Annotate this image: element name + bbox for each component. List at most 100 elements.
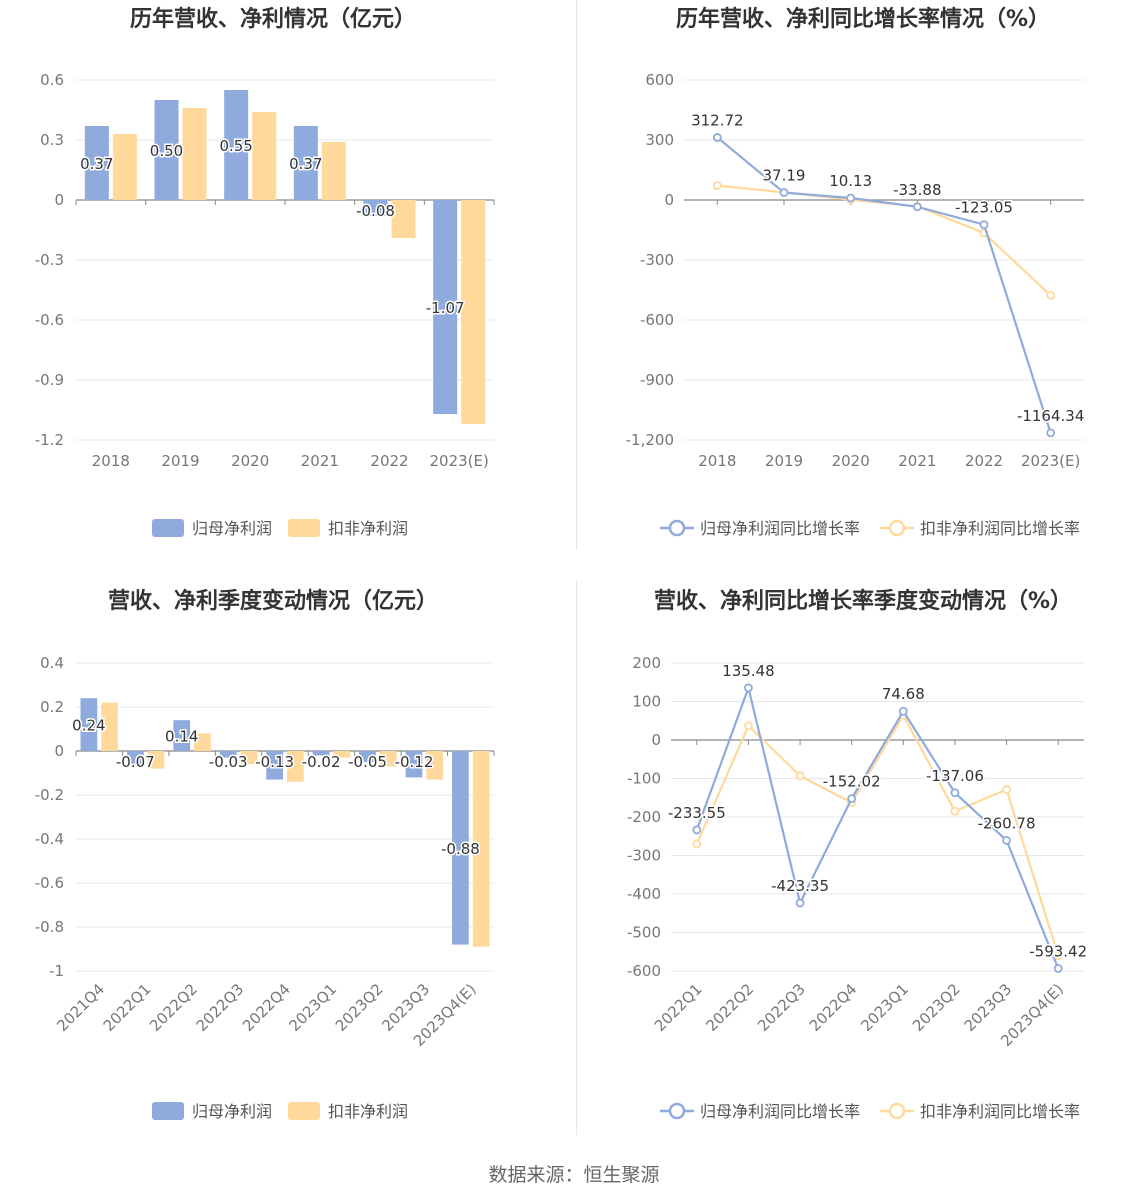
x-category-label: 2018	[92, 452, 130, 470]
bar-deducted-net-profit	[426, 751, 444, 780]
y-tick-label: -300	[627, 847, 661, 865]
bar-parent-net-profit	[224, 90, 249, 200]
bar-parent-net-profit	[266, 751, 283, 780]
parent-growth-point	[1002, 836, 1011, 845]
y-tick-label: -100	[627, 770, 661, 788]
x-category-label: 2022Q3	[754, 980, 809, 1035]
line-data-label: -137.06	[926, 767, 984, 785]
x-category-label: 2022Q3	[193, 980, 248, 1035]
y-tick-label: -0.9	[35, 371, 64, 389]
x-category-label: 2020	[832, 452, 870, 470]
parent-growth-point	[744, 683, 753, 693]
panel-annual-profit: 历年营收、净利情况（亿元） 0.6 0.3 0 -0.3 -0.6 -0.9 -1.2 2018…	[0, 0, 574, 560]
parent-growth-point	[950, 788, 960, 798]
y-tick-label: -600	[640, 311, 674, 329]
parent-growth-point	[1046, 428, 1056, 438]
bar-deducted-net-profit	[333, 751, 351, 758]
line-data-label: 74.68	[882, 685, 925, 703]
parent-growth-line	[716, 136, 1052, 434]
deducted-growth-point	[692, 839, 702, 849]
y-tick-label: -1,200	[626, 431, 674, 449]
annual-profit-bar-chart: 历年营收、净利情况（亿元） 0.6 0.3 0 -0.3 -0.6 -0.9 -1.2 2018…	[35, 6, 495, 538]
bar-deducted-net-profit	[391, 200, 416, 238]
bar-parent-net-profit	[154, 100, 179, 200]
legend-label: 归母净利润同比增长率	[700, 519, 860, 538]
y-tick-label: 0.3	[40, 131, 64, 149]
y-tick-label: -0.2	[35, 786, 64, 804]
bar-deducted-net-profit	[101, 702, 118, 751]
x-category-label: 2019	[161, 452, 199, 470]
bar-parent-net-profit	[359, 751, 376, 762]
parent-growth-point	[712, 133, 722, 142]
deducted-growth-point	[712, 181, 722, 191]
y-tick-label: 0	[664, 191, 674, 209]
legend-label: 扣非净利润	[328, 519, 408, 538]
y-tick-label: 0.2	[40, 698, 64, 716]
legend-label: 归母净利润同比增长率	[700, 1102, 860, 1121]
bar-parent-net-profit	[452, 751, 469, 945]
legend-marker-swatch	[668, 519, 686, 537]
bar-parent-net-profit	[80, 698, 98, 751]
line-data-label: -33.88	[893, 181, 941, 199]
legend-label: 扣非净利润同比增长率	[920, 1102, 1080, 1121]
y-tick-label: -900	[640, 371, 674, 389]
bar-deducted-net-profit	[112, 134, 137, 200]
line-data-label: -123.05	[955, 199, 1013, 217]
y-tick-label: -0.6	[35, 874, 64, 892]
legend-label: 扣非净利润	[328, 1102, 408, 1121]
bar-parent-net-profit	[405, 751, 423, 778]
parent-growth-point	[912, 202, 922, 212]
x-category-label: 2022Q4	[806, 980, 861, 1035]
x-category-label: 2022Q2	[702, 980, 757, 1035]
vertical-divider-top	[576, 0, 577, 550]
y-tick-label: -1.2	[35, 431, 64, 449]
line-data-label: -233.55	[668, 804, 726, 822]
line-data-label: -260.78	[978, 814, 1036, 832]
x-category-label: 2022	[370, 452, 408, 470]
y-tick-label: -500	[627, 924, 661, 942]
panel-quarterly-profit: 营收、净利季度变动情况（亿元） 0.4 0.2 0 -0.2 -0.4 -0.6 -0.8 -1…	[0, 580, 574, 1140]
annual-growth-line-chart: 历年营收、净利同比增长率情况（%） 600 300 0 -300 -600 -900 -1,2…	[626, 6, 1086, 538]
bar-data-label: -0.03	[209, 753, 248, 771]
x-category-label: 2023(E)	[1021, 452, 1080, 470]
bar-data-label: -0.05	[348, 753, 387, 771]
bar-data-label: -0.88	[441, 840, 480, 858]
bar-parent-net-profit	[173, 720, 191, 751]
quarterly-growth-line-chart: 营收、净利同比增长率季度变动情况（%） 200 100 0 -100 -200 -300 -4…	[627, 588, 1089, 1121]
y-tick-label: -200	[627, 808, 661, 826]
parent-growth-point	[898, 706, 908, 716]
line-data-label: -423.35	[771, 877, 829, 895]
x-category-label: 2023Q1	[285, 980, 340, 1035]
bar-parent-net-profit	[126, 751, 144, 767]
bar-data-label: -0.13	[255, 753, 294, 771]
vertical-divider-bottom	[576, 580, 577, 1135]
deducted-growth-point	[744, 721, 753, 731]
x-category-label: 2018	[698, 452, 736, 470]
parent-growth-point	[847, 794, 857, 803]
deducted-growth-line	[695, 713, 1060, 956]
x-category-label: 2023Q2	[332, 980, 387, 1035]
x-category-label: 2023Q2	[909, 980, 964, 1035]
bar-data-label: -0.07	[116, 753, 155, 771]
panel-quarterly-growth: 营收、净利同比增长率季度变动情况（%） 200 100 0 -100 -200 -300 -4…	[578, 580, 1148, 1140]
parent-growth-point	[1053, 964, 1063, 973]
parent-growth-line	[695, 684, 1060, 969]
x-category-label: 2021	[898, 452, 936, 470]
bar-deducted-net-profit	[472, 751, 490, 947]
deducted-growth-point	[1002, 785, 1011, 795]
x-category-label: 2022	[965, 452, 1003, 470]
legend-marker-swatch	[888, 519, 906, 537]
y-tick-label: -0.4	[35, 830, 64, 848]
bar-parent-net-profit	[312, 751, 330, 756]
bar-data-label: -0.12	[395, 753, 434, 771]
deducted-growth-point	[1053, 951, 1063, 961]
bar-deducted-net-profit	[321, 142, 346, 200]
bar-deducted-net-profit	[287, 751, 304, 782]
legend-swatch-deducted	[288, 1102, 320, 1120]
x-category-label: 2019	[765, 452, 803, 470]
deducted-growth-point	[950, 806, 960, 816]
y-tick-label: -400	[627, 885, 661, 903]
y-tick-label: 0	[651, 731, 661, 749]
bar-deducted-net-profit	[379, 751, 397, 767]
bar-deducted-net-profit	[252, 112, 277, 200]
